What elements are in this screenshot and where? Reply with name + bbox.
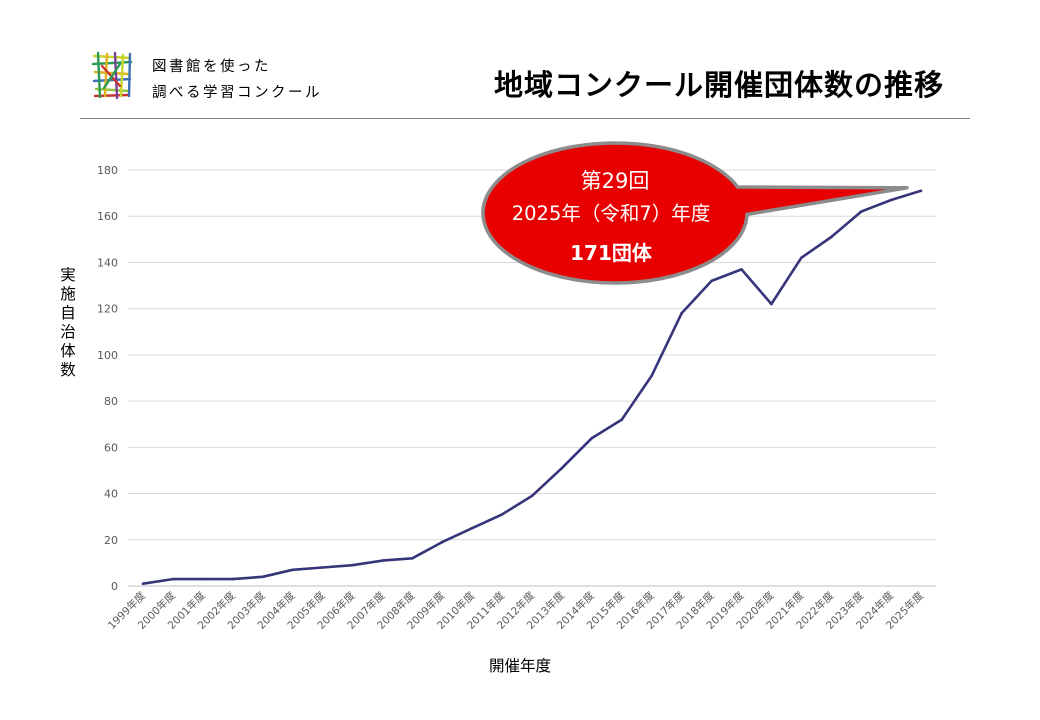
data-point	[410, 556, 414, 560]
callout-year: 2025年（令和7）年度	[512, 202, 711, 225]
y-tick-label: 160	[97, 210, 118, 223]
y-tick-label: 180	[97, 164, 118, 177]
data-point	[560, 466, 564, 470]
y-tick-label: 80	[104, 395, 118, 408]
data-point	[590, 436, 594, 440]
callout-edition: 第29回	[581, 169, 650, 193]
callout-count: 171団体	[570, 241, 653, 265]
page-title: 地域コンクール開催団体数の推移	[493, 68, 944, 102]
data-point	[261, 575, 264, 579]
x-axis-ticks: 1999年度2000年度2001年度2002年度2003年度2004年度2005…	[105, 589, 926, 632]
data-point	[680, 311, 683, 315]
data-point	[650, 374, 654, 377]
data-point	[201, 577, 205, 581]
data-point	[141, 582, 145, 585]
y-tick-label: 100	[97, 349, 118, 362]
data-point	[381, 559, 384, 562]
brand-line-2: 調べる学習コンクール	[152, 85, 322, 101]
y-tick-label: 140	[97, 256, 118, 269]
data-point	[770, 302, 773, 306]
data-point	[889, 198, 893, 202]
data-point	[470, 526, 474, 530]
x-axis-label: 開催年度	[488, 657, 551, 675]
header: 図書館を使った 調べる学習コンクール 地域コンクール開催団体数の推移	[80, 40, 970, 118]
data-point	[171, 577, 175, 581]
y-axis-label: 実施自治体数	[60, 266, 76, 379]
callout: 第29回 2025年（令和7）年度 171団体	[481, 141, 909, 285]
header-divider	[80, 118, 970, 119]
data-point	[859, 210, 863, 213]
y-axis-ticks: 0 20 40 60 80 100 120 140 160 180	[97, 164, 118, 593]
series-layer	[141, 189, 923, 585]
y-tick-label: 40	[104, 488, 118, 501]
y-tick-label: 60	[104, 441, 118, 454]
data-point	[919, 189, 923, 193]
data-point	[530, 494, 534, 498]
data-point	[321, 566, 324, 569]
callout-bubble	[481, 141, 909, 285]
brand-name: 図書館を使った 調べる学習コンクール	[152, 54, 322, 106]
data-point	[231, 577, 235, 581]
y-tick-label: 120	[97, 303, 118, 316]
data-point	[351, 563, 354, 567]
y-tick-label: 20	[104, 534, 118, 547]
y-tick-label: 0	[111, 580, 118, 593]
data-point	[829, 235, 833, 239]
data-point	[440, 540, 444, 544]
data-point	[800, 256, 803, 260]
data-point	[620, 418, 624, 421]
data-point	[740, 268, 743, 271]
data-point	[291, 568, 294, 572]
contest-logo-icon	[90, 50, 134, 100]
data-point	[500, 513, 504, 516]
data-point	[710, 279, 713, 283]
brand-line-1: 図書館を使った	[152, 59, 271, 75]
